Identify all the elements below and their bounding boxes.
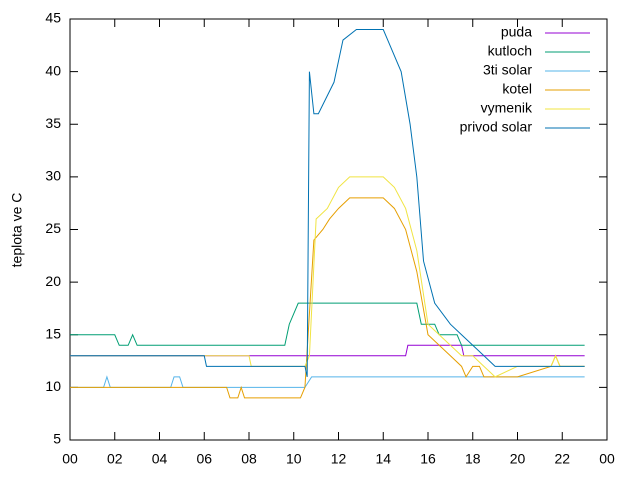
y-tick-label: 35	[45, 115, 61, 131]
series-line	[70, 176, 585, 378]
x-tick-label: 12	[331, 451, 347, 467]
series-line	[70, 375, 585, 388]
y-tick-label: 30	[45, 168, 61, 184]
legend-label: puda	[501, 24, 532, 40]
series-line	[70, 29, 585, 377]
x-tick-label: 20	[510, 451, 526, 467]
series-line	[70, 344, 585, 357]
x-tick-label: 22	[554, 451, 570, 467]
x-tick-label: 02	[107, 451, 123, 467]
legend-label: privod solar	[460, 119, 533, 135]
y-tick-label: 5	[53, 431, 61, 447]
x-tick-label: 08	[241, 451, 257, 467]
y-tick-label: 45	[45, 10, 61, 26]
y-tick-label: 15	[45, 325, 61, 341]
y-axis-label: teplota ve C	[9, 193, 25, 268]
y-tick-label: 40	[45, 62, 61, 78]
x-tick-label: 06	[196, 451, 212, 467]
series-line	[70, 302, 585, 346]
legend-label: vymenik	[481, 100, 533, 116]
legend-label: kotel	[502, 81, 532, 97]
y-tick-label: 20	[45, 273, 61, 289]
legend-label: kutloch	[488, 43, 532, 59]
x-tick-label: 16	[420, 451, 436, 467]
x-tick-label: 00	[62, 451, 78, 467]
x-tick-label: 04	[152, 451, 168, 467]
x-tick-label: 10	[286, 451, 302, 467]
y-tick-label: 25	[45, 220, 61, 236]
y-tick-label: 10	[45, 378, 61, 394]
x-tick-label: 18	[465, 451, 481, 467]
legend-label: 3ti solar	[483, 62, 532, 78]
series-line	[70, 197, 585, 399]
x-tick-label: 14	[375, 451, 391, 467]
x-tick-label: 00	[599, 451, 615, 467]
